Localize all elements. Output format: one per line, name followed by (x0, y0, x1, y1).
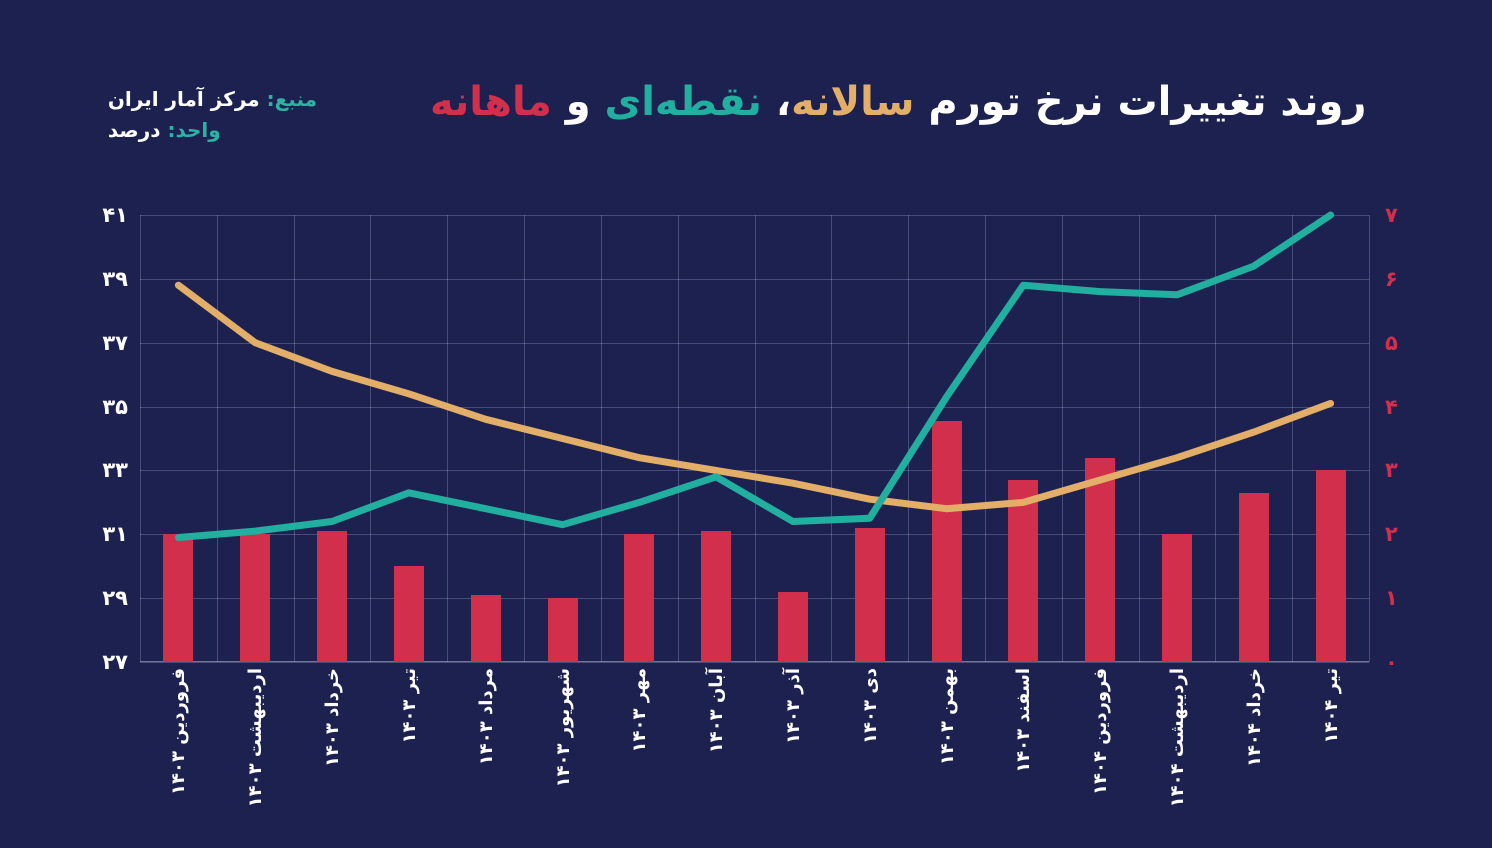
gridline-v (140, 215, 141, 662)
bar (1085, 457, 1116, 662)
right-axis-tick: ۰ (1385, 650, 1398, 674)
x-axis-label: دی ۱۴۰۳ (859, 668, 881, 744)
left-axis-tick: ۳۷ (102, 330, 128, 355)
source-line: منبع: مرکز آمار ایران (108, 84, 317, 115)
bar (240, 534, 271, 662)
bar (701, 531, 732, 662)
gridline-v (1292, 215, 1294, 662)
x-axis-label: بهمن ۱۴۰۳ (936, 668, 958, 766)
bar-series (140, 215, 1369, 662)
source-label: منبع: (266, 87, 317, 111)
bar (547, 598, 578, 662)
bar (470, 594, 501, 662)
gridline-v (447, 215, 449, 662)
gridline-v (754, 215, 756, 662)
gridline-v (1215, 215, 1217, 662)
gridline-h (140, 278, 1369, 280)
bar (854, 527, 885, 662)
x-axis-label: شهریور ۱۴۰۳ (552, 668, 574, 788)
title-annual: سالانه (791, 79, 915, 125)
left-axis-tick: ۳۹ (102, 266, 128, 291)
left-axis-tick: ۳۱ (102, 522, 128, 547)
source-value: مرکز آمار ایران (107, 87, 260, 111)
gridline-v (1369, 215, 1370, 662)
bar (1162, 534, 1192, 662)
right-axis-tick: ۲ (1385, 522, 1398, 547)
x-axis-label: فروردین ۱۴۰۴ (1090, 668, 1112, 795)
right-axis-tick: ۵ (1385, 330, 1398, 355)
meta-block: منبع: مرکز آمار ایران واحد: درصد (108, 84, 317, 146)
bar (393, 566, 424, 662)
line-series (174, 211, 1335, 541)
bar (317, 531, 347, 662)
right-axis-tick: ۱ (1385, 586, 1398, 611)
left-axis-tick: ۳۳ (102, 458, 128, 483)
left-axis-tick: ۳۵ (102, 394, 128, 419)
left-axis-tick: ۲۹ (102, 586, 128, 611)
x-axis-label: تیر ۱۴۰۳ (398, 668, 420, 744)
left-axis-tick: ۴۱ (102, 203, 128, 227)
gridline-v (677, 215, 679, 662)
gridline-h (140, 215, 1369, 216)
right-axis-tick: ۷ (1385, 203, 1398, 227)
gridline-h (140, 662, 1369, 663)
left-axis-tick: ۲۷ (102, 650, 128, 674)
x-axis-label: تیر ۱۴۰۴ (1320, 668, 1342, 744)
bar (931, 420, 962, 662)
line-path (174, 211, 1335, 541)
baseline-axis (140, 660, 1369, 662)
unit-line: واحد: درصد (108, 115, 317, 146)
gridline-v (600, 215, 602, 662)
page-title: روند تغییرات نرخ تورم سالانه، نقطه‌ای و … (430, 78, 1412, 126)
title-part-3: و (551, 79, 605, 125)
plot-area (140, 211, 1370, 663)
bar (1008, 480, 1039, 662)
bar (1238, 492, 1269, 662)
unit-label: واحد: (167, 118, 221, 142)
title-monthly: ماهانه (430, 79, 552, 125)
x-axis-label: آذر ۱۴۰۳ (782, 668, 804, 744)
line-path (174, 281, 1335, 513)
x-axis-label: فروردین ۱۴۰۳ (168, 668, 190, 795)
gridline-v (216, 215, 218, 662)
gridline-v (908, 215, 910, 662)
gridline-v (1138, 215, 1140, 662)
x-axis-label: مهر ۱۴۰۳ (629, 668, 651, 753)
bar (1315, 470, 1346, 662)
title-point: نقطه‌ای (604, 79, 763, 125)
x-axis-label: مرداد ۱۴۰۳ (475, 668, 497, 766)
x-axis-label: اردیبهشت ۱۴۰۳ (245, 668, 267, 808)
title-part-1: روند تغییرات نرخ تورم (914, 79, 1367, 125)
gridline-h (140, 406, 1369, 408)
bar (624, 534, 655, 662)
x-axis-label: اسفند ۱۴۰۳ (1013, 668, 1035, 773)
gridline-v (831, 215, 833, 662)
right-axis: ۷ ۶ ۵ ۴ ۳ ۲ ۱ ۰ (1385, 195, 1445, 685)
gridline-v (1061, 215, 1063, 662)
title-part-2: ، (761, 79, 792, 125)
gridline-h (140, 342, 1369, 344)
right-axis-tick: ۴ (1385, 394, 1398, 419)
gridline-h (140, 534, 1369, 536)
bar (163, 534, 194, 662)
unit-value: درصد (107, 118, 161, 142)
right-axis-tick: ۶ (1385, 266, 1398, 291)
left-axis: ۴۱ ۳۹ ۳۷ ۳۵ ۳۳ ۳۱ ۲۹ ۲۷ (60, 195, 128, 685)
gridline-h (140, 470, 1369, 472)
gridline-v (293, 215, 295, 662)
x-axis-label: خرداد ۱۴۰۳ (322, 668, 343, 768)
x-axis-label: آبان ۱۴۰۳ (706, 668, 728, 754)
x-axis-label: خرداد ۱۴۰۴ (1243, 668, 1265, 768)
gridline-h (140, 598, 1369, 600)
x-axis-labels: فروردین ۱۴۰۳ اردیبهشت ۱۴۰۳ خرداد ۱۴۰۳ تیر ۱… (140, 668, 1369, 843)
gridline-v (524, 215, 526, 662)
bar (777, 591, 808, 662)
x-axis-label: اردیبهشت ۱۴۰۴ (1167, 668, 1188, 808)
right-axis-tick: ۳ (1385, 458, 1398, 483)
gridline-v (370, 215, 372, 662)
gridline-v (984, 215, 986, 662)
